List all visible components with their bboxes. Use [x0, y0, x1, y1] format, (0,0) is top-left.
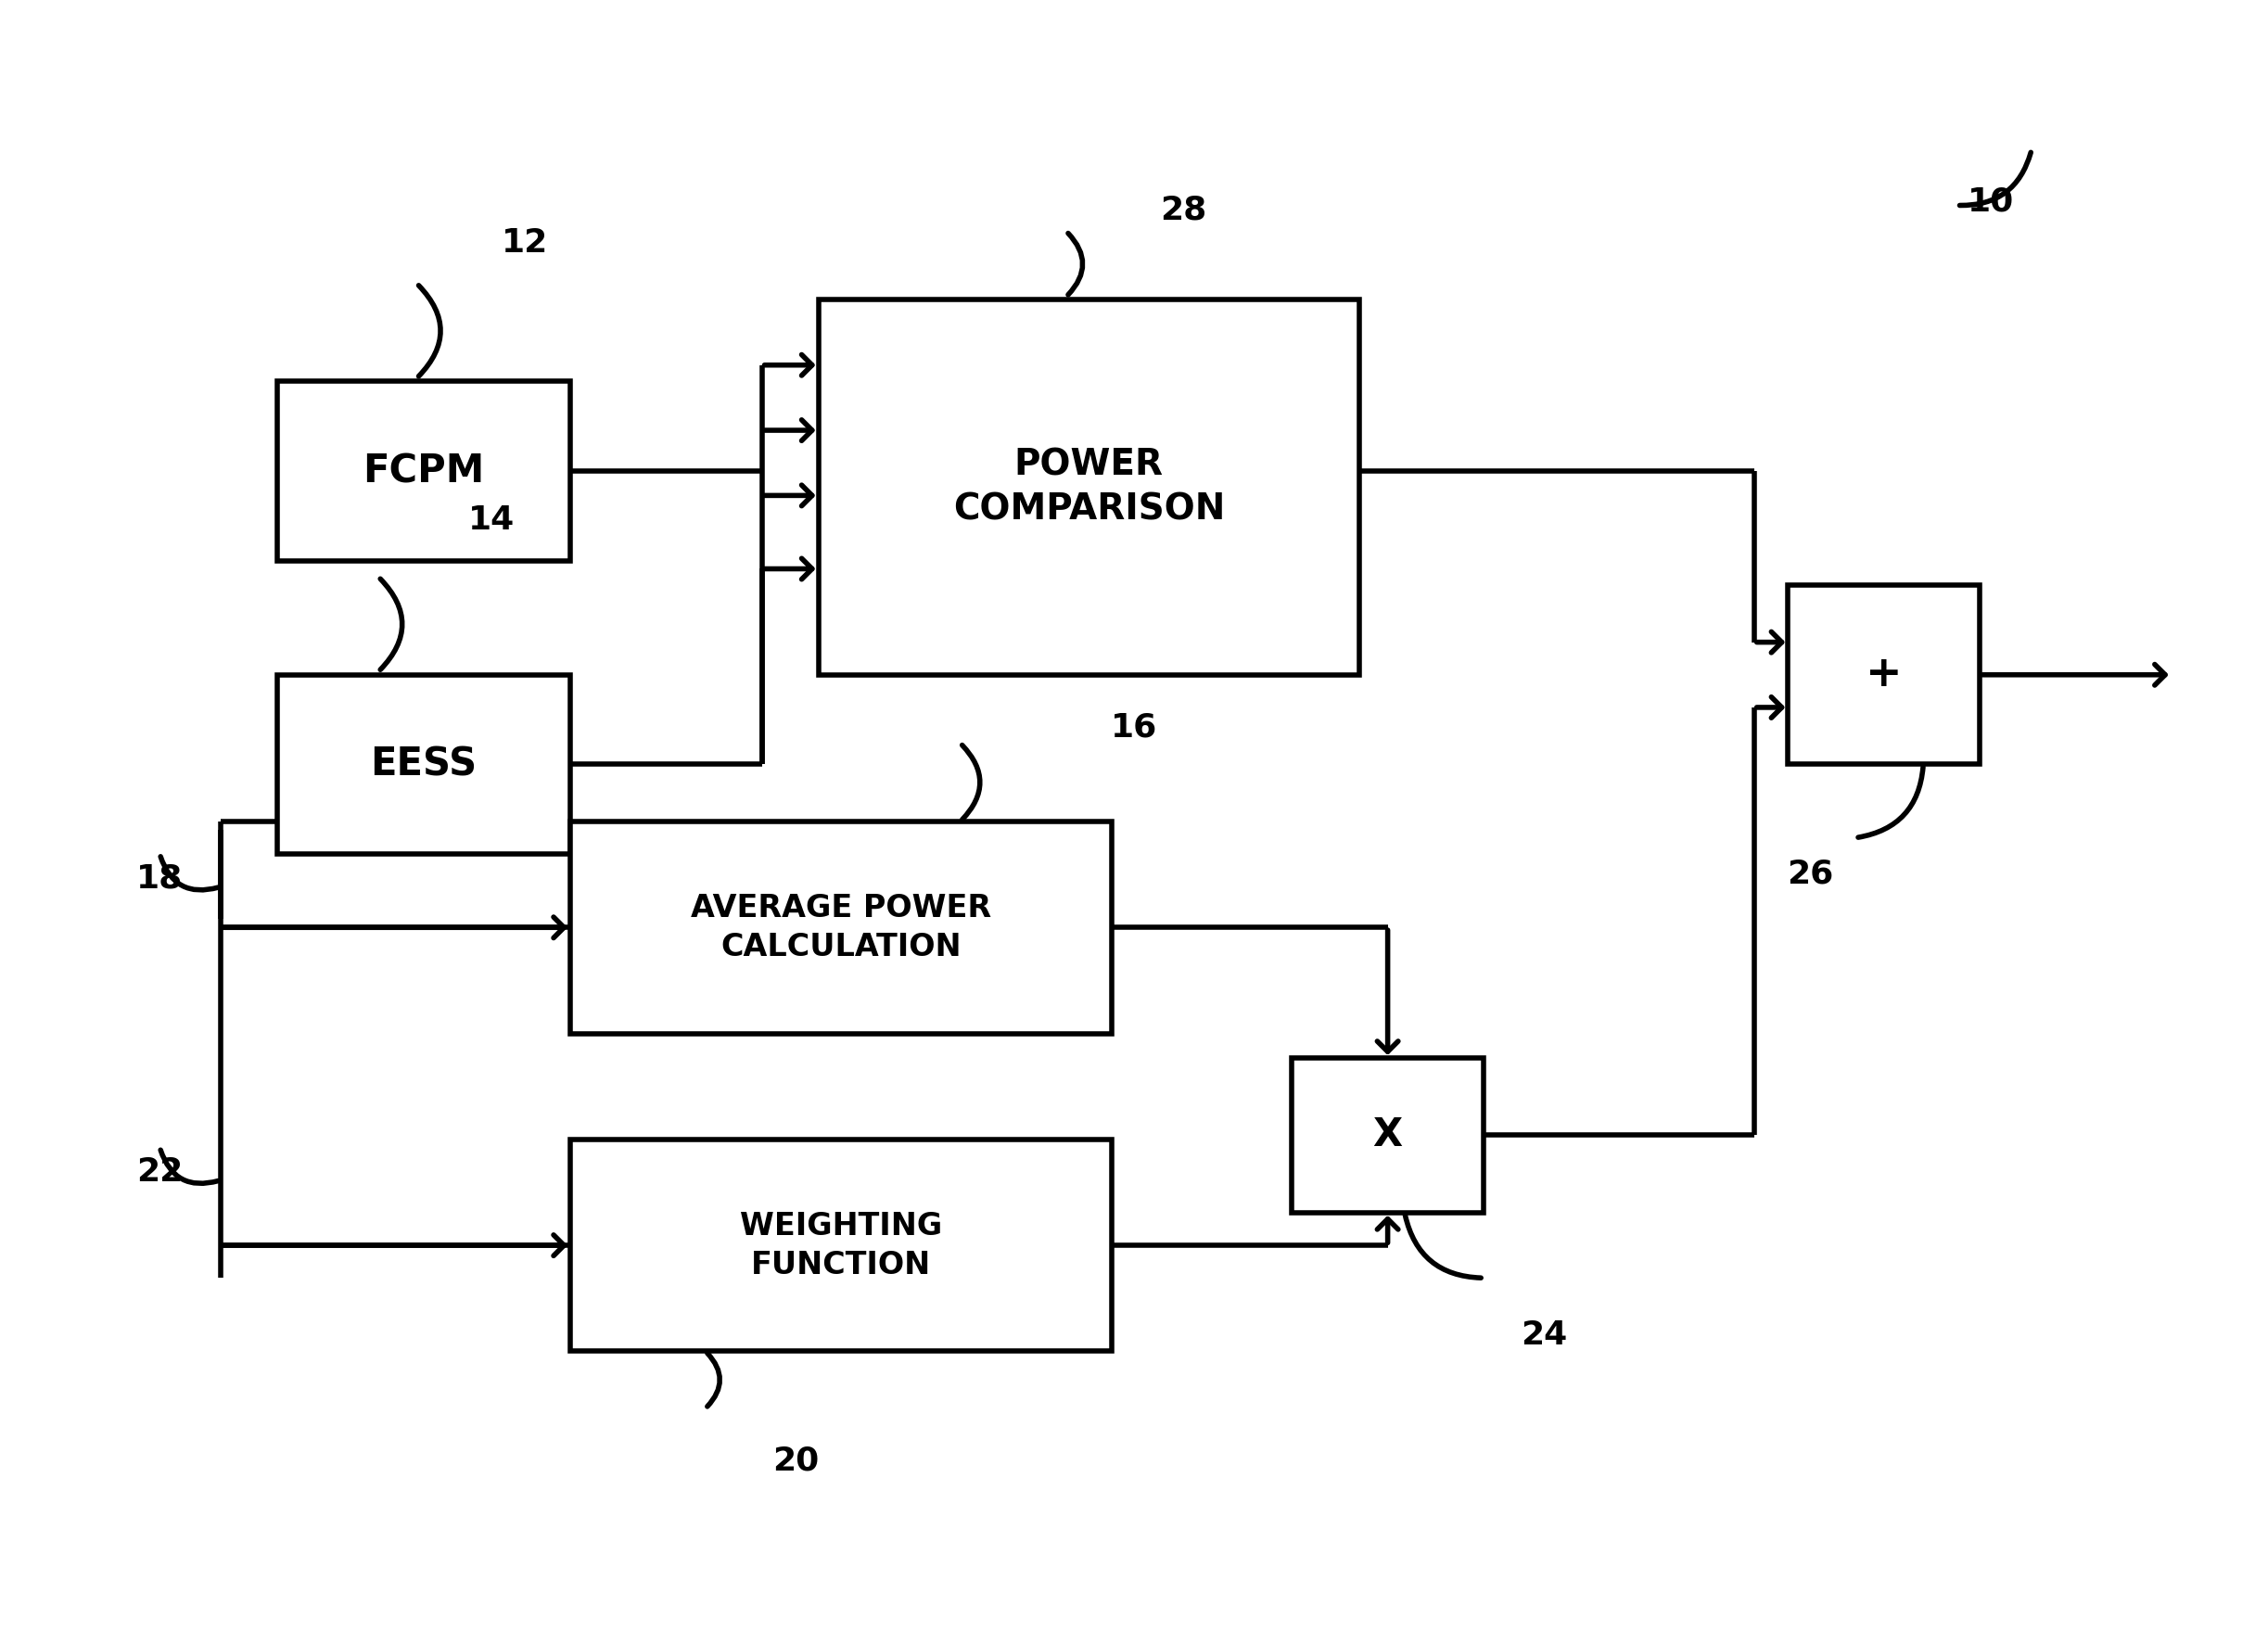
Text: POWER
COMPARISON: POWER COMPARISON	[953, 447, 1225, 527]
Text: X: X	[1372, 1116, 1402, 1155]
Text: 16: 16	[1111, 711, 1157, 743]
Text: 14: 14	[467, 504, 515, 536]
Text: EESS: EESS	[370, 744, 476, 784]
Text: 28: 28	[1161, 194, 1207, 227]
Text: 10: 10	[1969, 186, 2014, 219]
FancyBboxPatch shape	[277, 675, 569, 854]
FancyBboxPatch shape	[1293, 1058, 1483, 1213]
FancyBboxPatch shape	[569, 822, 1111, 1033]
Text: AVERAGE POWER
CALCULATION: AVERAGE POWER CALCULATION	[689, 892, 991, 963]
FancyBboxPatch shape	[277, 381, 569, 560]
Text: 18: 18	[136, 863, 184, 894]
Text: 22: 22	[136, 1157, 184, 1188]
Text: +: +	[1867, 654, 1903, 695]
Text: FCPM: FCPM	[363, 452, 485, 491]
FancyBboxPatch shape	[569, 1139, 1111, 1351]
Text: 24: 24	[1522, 1319, 1567, 1351]
FancyBboxPatch shape	[1787, 585, 1980, 764]
FancyBboxPatch shape	[819, 301, 1359, 675]
Text: 26: 26	[1787, 858, 1835, 889]
Text: 20: 20	[773, 1444, 819, 1477]
Text: WEIGHTING
FUNCTION: WEIGHTING FUNCTION	[739, 1211, 941, 1280]
Text: 12: 12	[501, 227, 549, 258]
